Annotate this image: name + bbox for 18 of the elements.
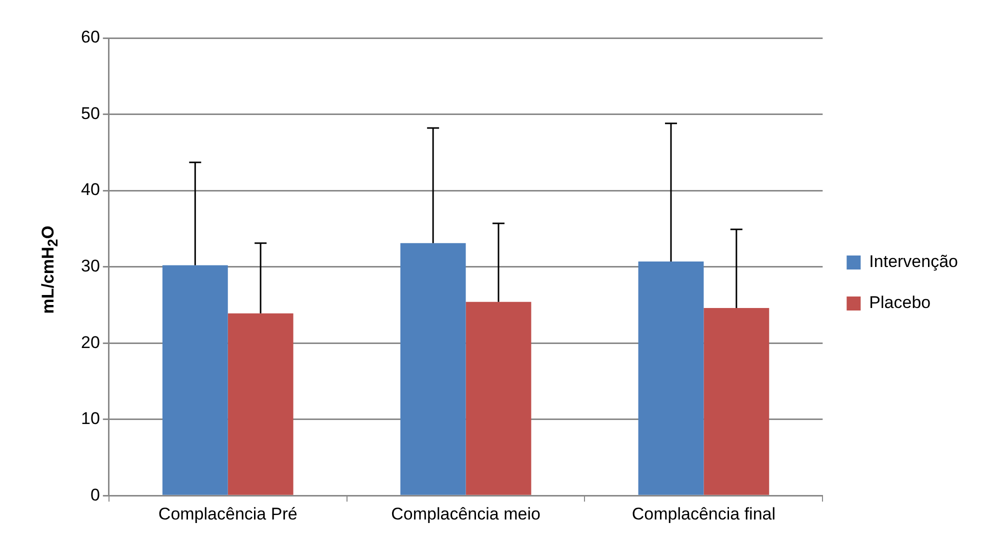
x-tick-label: Complacência meio (391, 504, 540, 524)
bar (228, 313, 294, 495)
bar (466, 302, 532, 495)
y-tick-label: 30 (80, 256, 100, 276)
legend-label: Placebo (869, 293, 931, 312)
y-tick-label: 10 (80, 409, 100, 428)
y-tick-label: 0 (90, 485, 100, 504)
y-tick-label: 60 (80, 28, 100, 47)
legend-label: Intervenção (869, 252, 958, 272)
y-tick-label: 50 (80, 104, 100, 123)
x-tick-label: Complacência final (632, 504, 776, 524)
y-tick-label: 20 (80, 332, 100, 352)
bar (638, 261, 704, 495)
x-tick-label: Complacência Pré (158, 504, 298, 524)
bar (704, 308, 770, 495)
bar (162, 265, 228, 495)
y-tick-label: 40 (80, 180, 100, 200)
bar (400, 243, 466, 495)
